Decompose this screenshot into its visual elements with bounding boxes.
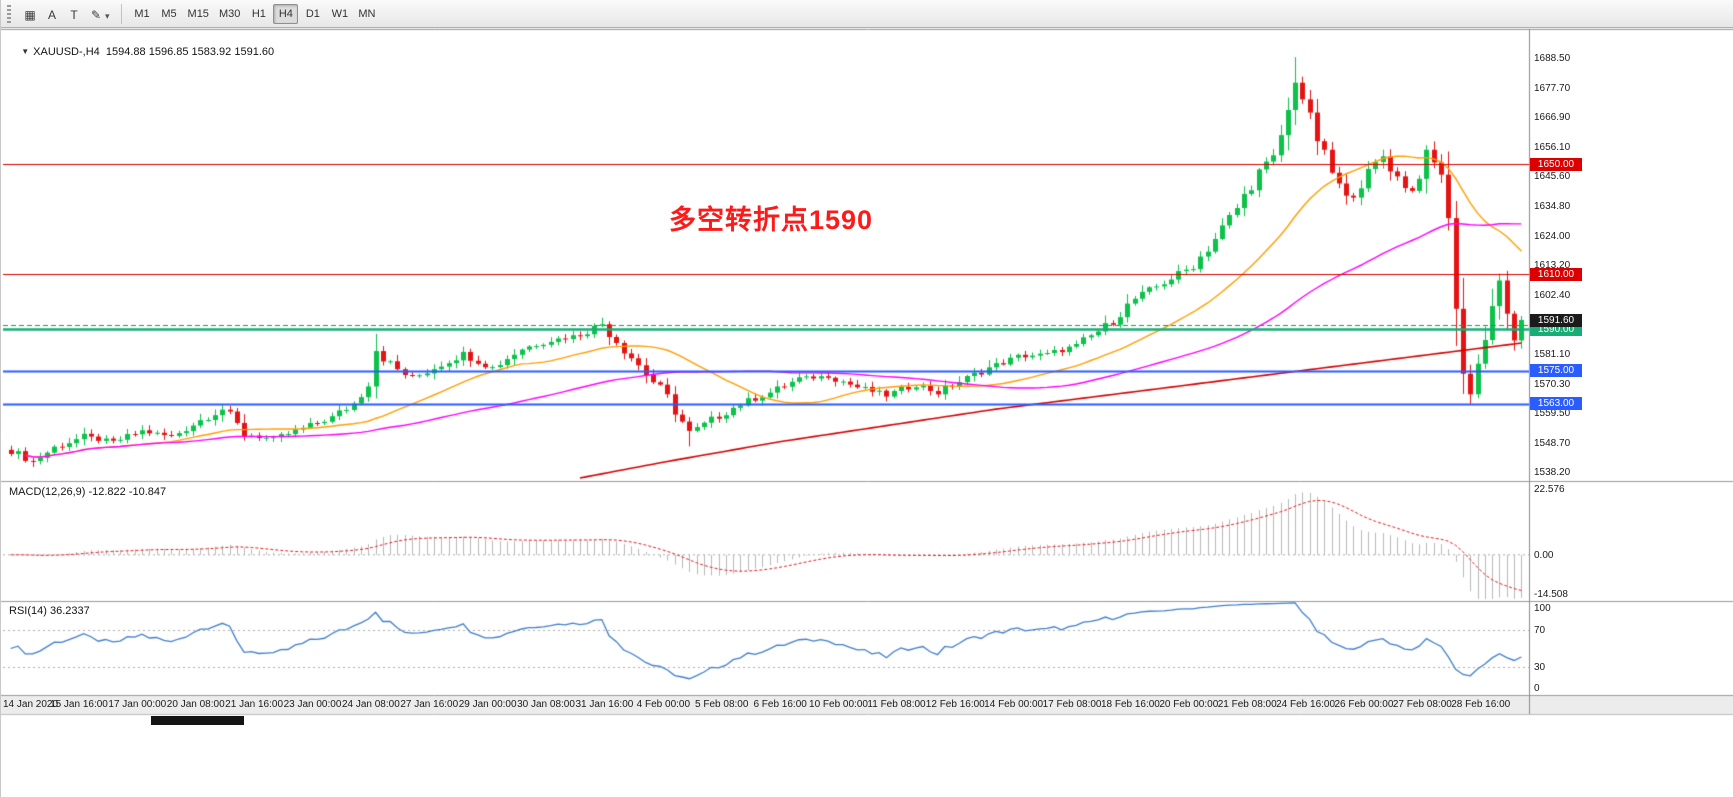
toolbar-separator [120, 3, 122, 24]
chart-annotation-text[interactable]: 多空转折点1590 [669, 205, 874, 235]
cursor-tool-icon[interactable]: A [47, 7, 56, 22]
timeframe-button-m5[interactable]: M5 [161, 7, 177, 20]
timeframe-button-h1[interactable]: H1 [251, 7, 266, 20]
text-tool-icon[interactable]: T [70, 7, 78, 22]
timeframe-button-m1[interactable]: M1 [134, 7, 150, 20]
chart-header: ▼ XAUUSD-,H4 1594.88 1596.85 1583.92 1591… [9, 34, 274, 70]
timeframe-button-group: M1 M5 M15 M30 H1 H4 D1 W1 MN [129, 3, 381, 24]
toolbar-grip[interactable] [7, 4, 11, 23]
timeframe-button-m15[interactable]: M15 [187, 7, 209, 20]
symbol-ohlc-text: XAUUSD-,H4 1594.88 1596.85 1583.92 1591.… [33, 46, 275, 58]
toolbar: ▦ A T ✎ ▾ M1 M5 M15 M30 H1 H4 D1 W1 MN [1, 0, 1733, 28]
timeframe-button-m30[interactable]: M30 [218, 7, 241, 20]
timeframe-button-mn[interactable]: MN [358, 7, 376, 20]
h-scrollbar-thumb[interactable] [151, 716, 244, 725]
timeframe-button-d1[interactable]: D1 [305, 7, 320, 20]
charts-grid-icon[interactable]: ▦ [24, 7, 36, 22]
macd-header: MACD(12,26,9) -12.822 -10.847 [9, 486, 167, 498]
draw-tools-dropdown-arrow-icon[interactable]: ▾ [105, 10, 110, 21]
draw-tool-icon[interactable]: ✎ [90, 7, 102, 22]
objects-dropdown-icon[interactable]: ▼ [21, 47, 30, 56]
toolbar-icon-group: ▦ A T ✎ ▾ [19, 4, 114, 24]
timeframe-button-h4[interactable]: H4 [273, 3, 299, 24]
timeframe-button-w1[interactable]: W1 [331, 7, 349, 20]
rsi-header: RSI(14) 36.2337 [9, 605, 90, 617]
